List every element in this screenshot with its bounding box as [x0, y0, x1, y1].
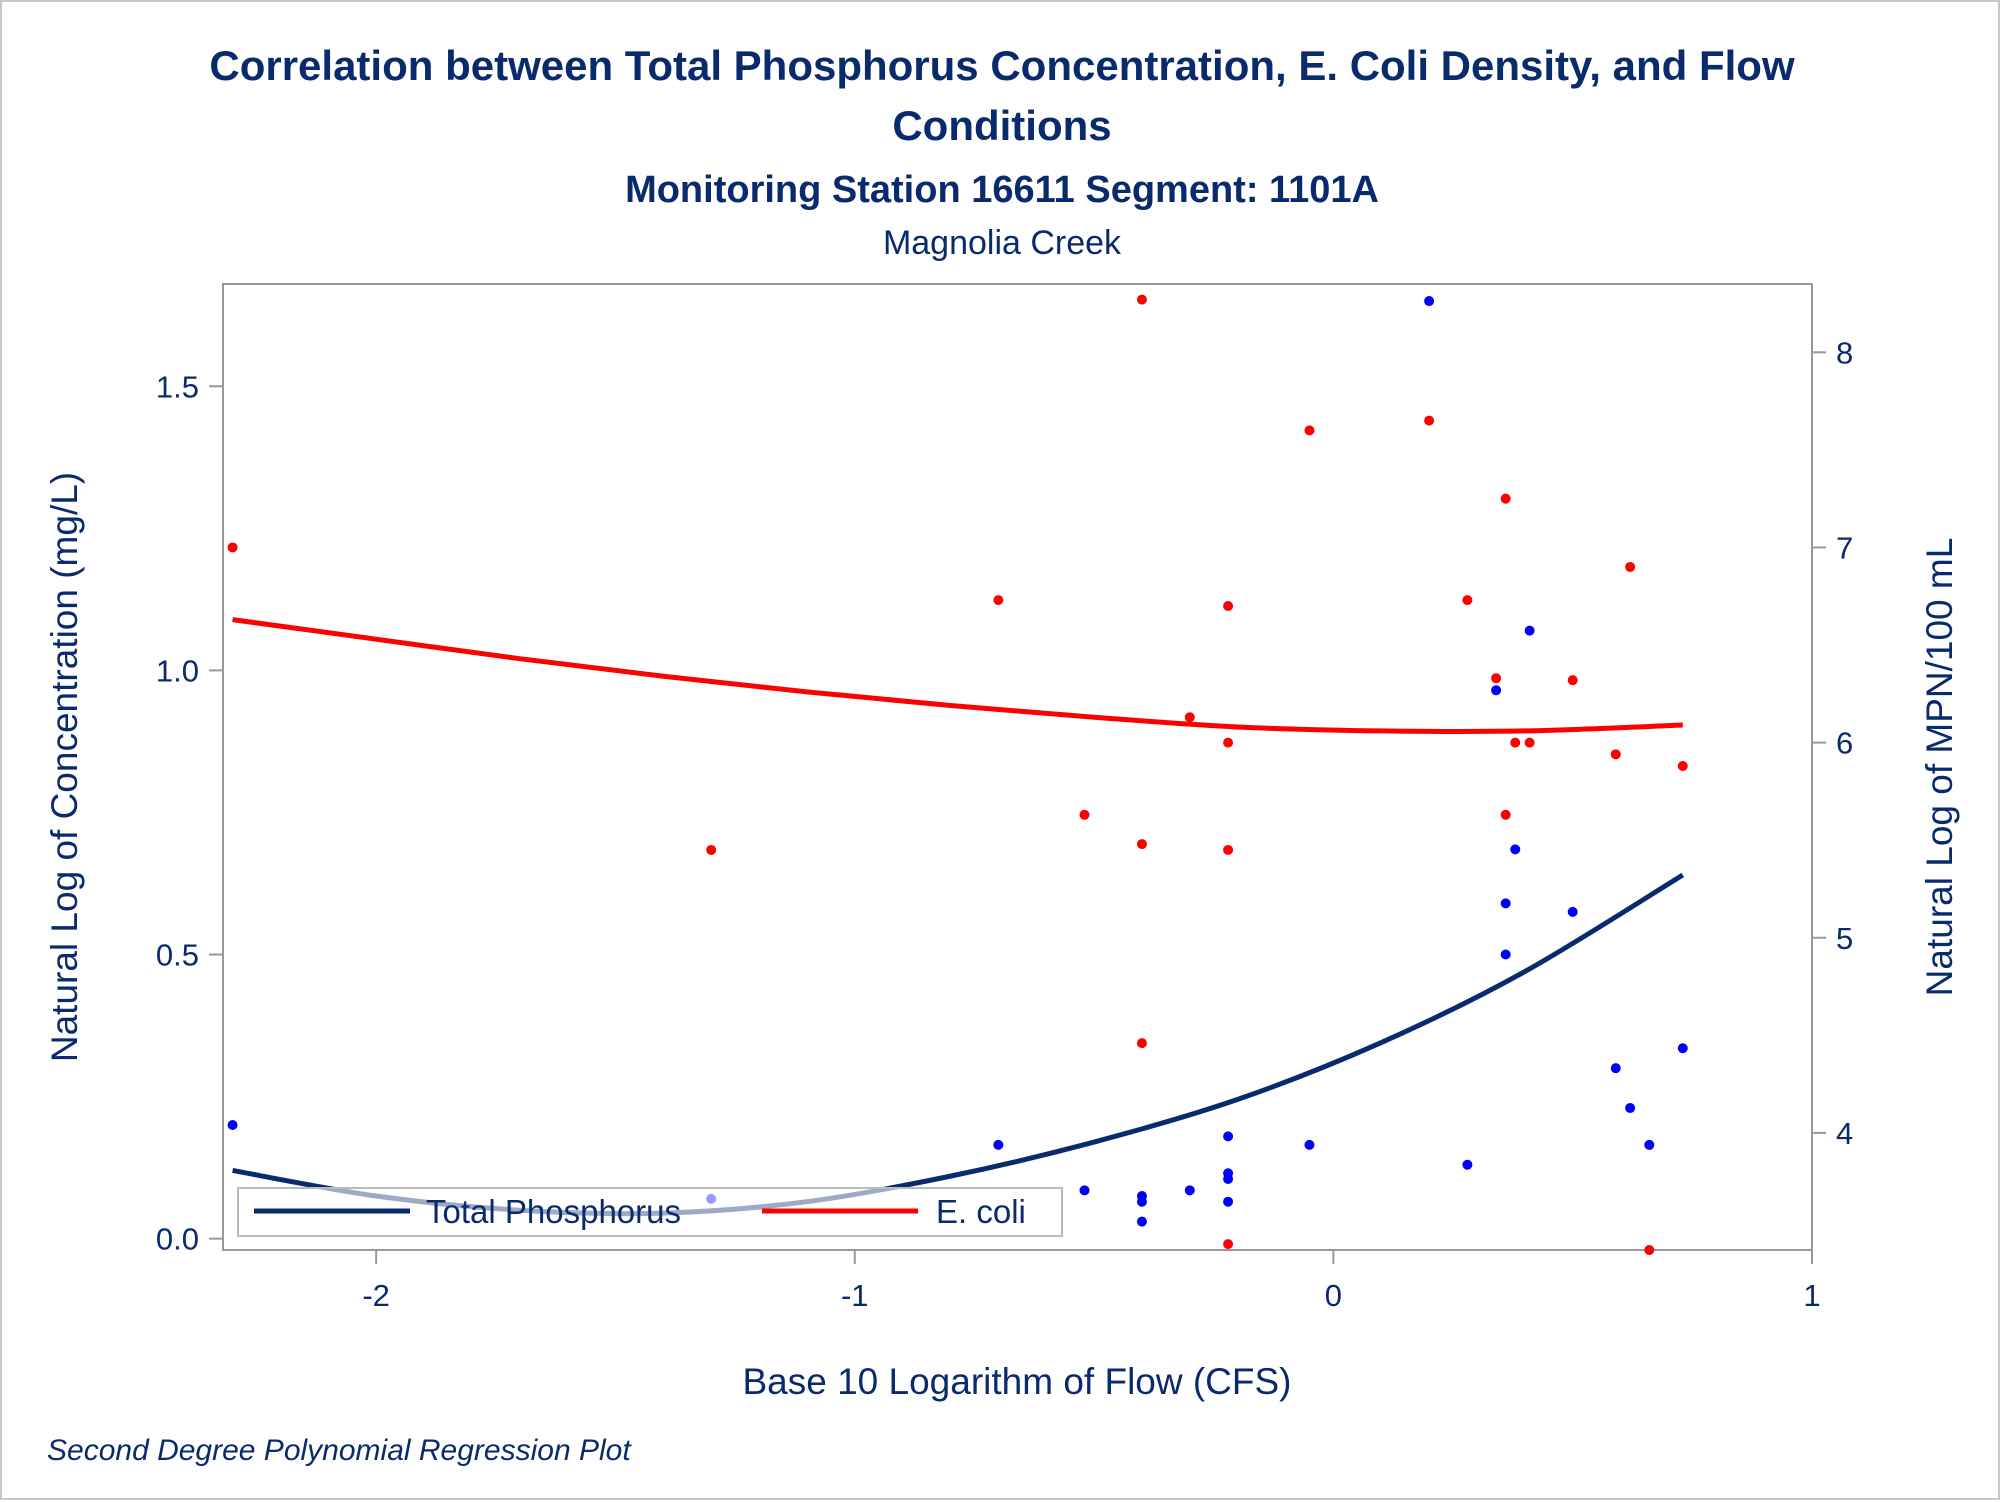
x-tick-label: 1 — [1803, 1278, 1820, 1313]
fit-curve-e-coli — [232, 617, 1683, 735]
point-e-coli — [1644, 1245, 1655, 1255]
legend: Total Phosphorus E. coli — [237, 1187, 1063, 1237]
y-right-tick-label: 8 — [1836, 335, 1853, 370]
point-total-phosphorus — [1223, 1173, 1234, 1184]
y-axis-right-label: Natural Log of MPN/100 mL — [1919, 538, 1960, 997]
x-axis: -2 -1 0 1 — [223, 1249, 1821, 1313]
point-total-phosphorus — [1510, 844, 1521, 855]
point-total-phosphorus — [1625, 1102, 1636, 1113]
point-e-coli — [1567, 675, 1578, 686]
chart-subtitle: Monitoring Station 16611 Segment: 1101A — [625, 169, 1379, 211]
y-right-tick-label: 4 — [1836, 1116, 1853, 1151]
point-total-phosphorus — [1136, 1196, 1147, 1207]
point-e-coli — [1136, 294, 1147, 305]
y-right-tick-label: 7 — [1836, 530, 1853, 565]
point-total-phosphorus — [1424, 296, 1435, 307]
point-e-coli — [1677, 761, 1688, 772]
y-left-tick-label: 1.0 — [156, 653, 199, 688]
scatter-points — [227, 294, 1688, 1255]
y-right-tick-label: 6 — [1836, 726, 1853, 761]
point-total-phosphorus — [1491, 685, 1502, 696]
point-e-coli — [1136, 1038, 1147, 1049]
point-total-phosphorus — [1610, 1063, 1621, 1074]
point-e-coli — [1184, 712, 1195, 723]
point-total-phosphorus — [1304, 1139, 1315, 1150]
point-total-phosphorus — [1644, 1139, 1655, 1150]
point-total-phosphorus — [227, 1119, 238, 1130]
y-left-tick-label: 1.5 — [156, 369, 199, 404]
point-e-coli — [1136, 839, 1147, 850]
legend-label-total-phosphorus: Total Phosphorus — [426, 1193, 681, 1230]
point-e-coli — [1223, 1239, 1234, 1250]
x-tick-label: -1 — [841, 1278, 869, 1313]
point-total-phosphorus — [1136, 1216, 1147, 1227]
point-total-phosphorus — [1567, 906, 1578, 917]
footnote: Second Degree Polynomial Regression Plot — [47, 1434, 632, 1467]
point-total-phosphorus — [1462, 1159, 1473, 1170]
point-e-coli — [1462, 595, 1473, 606]
point-total-phosphorus — [1223, 1196, 1234, 1207]
chart-title-line1: Correlation between Total Phosphorus Con… — [209, 42, 1795, 89]
x-tick-label: -2 — [362, 1278, 390, 1313]
point-e-coli — [1610, 749, 1621, 760]
point-total-phosphorus — [993, 1139, 1004, 1150]
point-e-coli — [993, 595, 1004, 606]
chart-title-line2: Conditions — [892, 102, 1111, 149]
point-e-coli — [706, 844, 717, 855]
y-right-tick-label: 5 — [1836, 921, 1853, 956]
legend-label-e-coli: E. coli — [936, 1193, 1026, 1230]
point-total-phosphorus — [1500, 898, 1511, 909]
point-e-coli — [1500, 809, 1511, 820]
point-e-coli — [1524, 737, 1535, 748]
point-e-coli — [1223, 844, 1234, 855]
point-total-phosphorus — [1223, 1131, 1234, 1142]
y-axis-left: 0.0 0.5 1.0 1.5 — [156, 369, 223, 1257]
x-tick-label: 0 — [1325, 1278, 1342, 1313]
y-axis-right: 4 5 6 7 8 — [1812, 335, 1853, 1151]
point-e-coli — [227, 542, 238, 553]
point-e-coli — [1304, 425, 1315, 436]
point-total-phosphorus — [1677, 1043, 1688, 1054]
y-left-tick-label: 0.5 — [156, 938, 199, 973]
point-total-phosphorus — [1524, 625, 1535, 636]
point-e-coli — [1500, 493, 1511, 504]
y-axis-left-label: Natural Log of Concentration (mg/L) — [44, 472, 85, 1062]
point-e-coli — [1079, 809, 1090, 820]
point-total-phosphorus — [1079, 1185, 1090, 1196]
point-e-coli — [1223, 737, 1234, 748]
y-left-tick-label: 0.0 — [156, 1222, 199, 1257]
point-total-phosphorus — [1500, 949, 1511, 960]
legend-box — [237, 1187, 1063, 1237]
point-e-coli — [1424, 415, 1435, 426]
point-e-coli — [1491, 673, 1502, 684]
plot-area — [222, 283, 1813, 1251]
point-total-phosphorus — [1184, 1185, 1195, 1196]
chart-subtitle-2: Magnolia Creek — [883, 224, 1122, 262]
point-e-coli — [1510, 737, 1521, 748]
point-e-coli — [1625, 561, 1636, 572]
point-e-coli — [1223, 601, 1234, 611]
x-axis-label: Base 10 Logarithm of Flow (CFS) — [742, 1361, 1291, 1402]
